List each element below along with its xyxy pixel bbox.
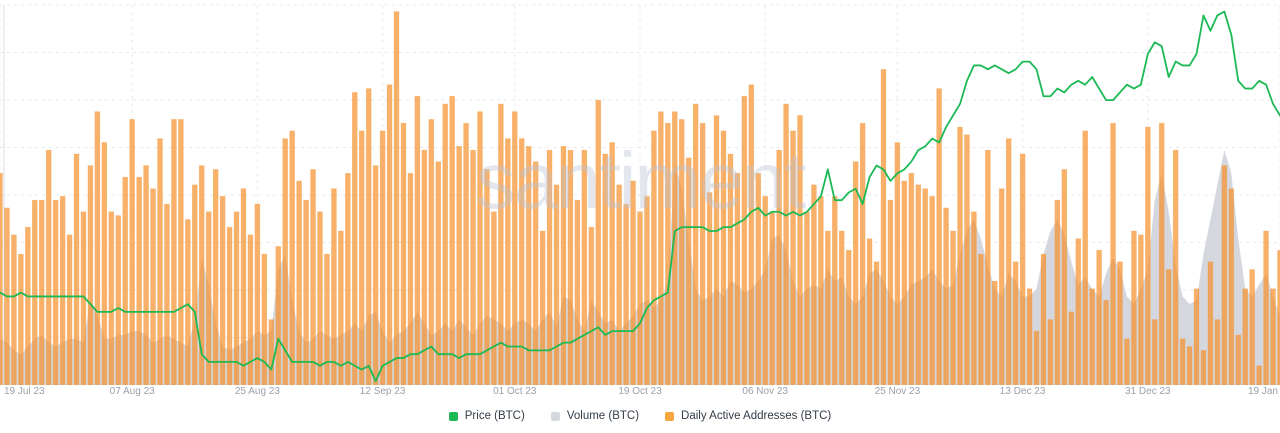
santiment-watermark: santiment	[476, 136, 807, 225]
legend-item-price[interactable]: Price (BTC)	[448, 410, 525, 422]
legend-item-daa[interactable]: Daily Active Addresses (BTC)	[665, 410, 831, 422]
x-axis-label: 25 Aug 23	[234, 386, 280, 397]
legend-item-volume[interactable]: Volume (BTC)	[550, 410, 640, 422]
x-axis-label: 01 Oct 23	[493, 386, 537, 397]
volume-swatch-icon	[550, 411, 560, 421]
price-line	[0, 10, 1280, 383]
price-volume-daa-chart[interactable]: santiment	[0, 0, 1280, 385]
legend-label-daa: Daily Active Addresses (BTC)	[681, 410, 832, 422]
daa-swatch-icon	[665, 411, 675, 421]
x-axis-label: 25 Nov 23	[874, 386, 921, 397]
x-axis-label: 12 Sep 23	[359, 386, 406, 397]
x-axis-label: 19 Jul 23	[4, 386, 45, 397]
legend-label-volume: Volume (BTC)	[566, 410, 640, 422]
x-axis-label: 19 Jan	[1247, 386, 1278, 397]
price-swatch-icon	[448, 411, 458, 421]
x-axis: 19 Jul 23 07 Aug 23 25 Aug 23 12 Sep 23 01 O…	[0, 385, 1280, 399]
chart-legend: Price (BTC) Volume (BTC) Daily Active Ad…	[0, 399, 1280, 433]
x-axis-label: 06 Nov 23	[742, 386, 788, 397]
legend-label-price: Price (BTC)	[464, 410, 525, 422]
daa-bars	[0, 11, 1280, 385]
x-axis-label: 07 Aug 23	[109, 386, 155, 397]
x-axis-label: 31 Dec 23	[1125, 386, 1171, 397]
x-axis-label: 19 Oct 23	[618, 386, 662, 397]
x-axis-label: 13 Dec 23	[999, 386, 1046, 397]
